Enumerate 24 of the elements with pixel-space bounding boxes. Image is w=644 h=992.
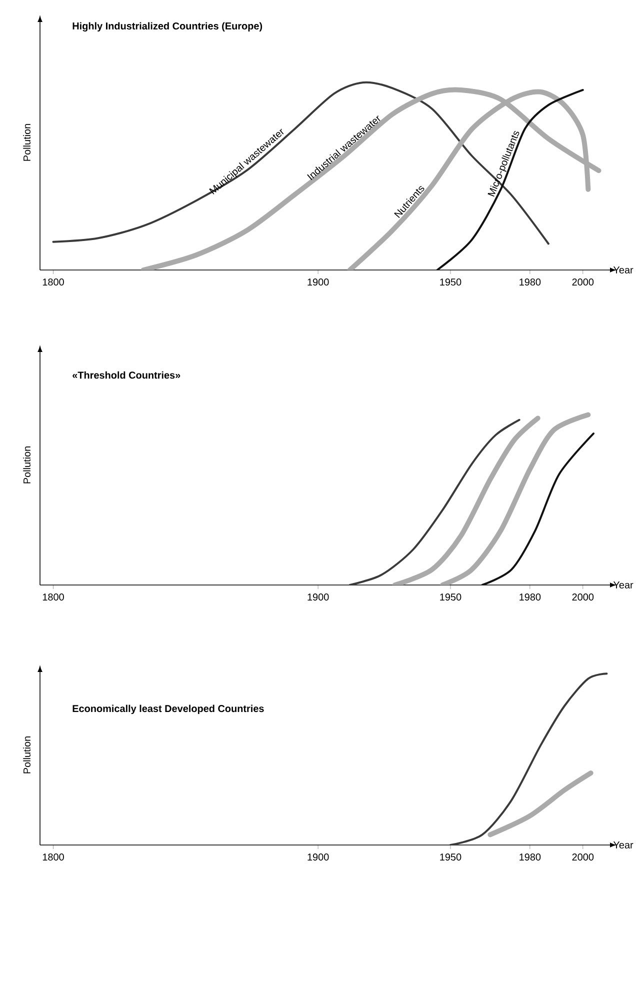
y-axis-title: Pollution bbox=[23, 124, 30, 161]
x-tick-label: 1900 bbox=[308, 594, 329, 601]
x-tick-label: 1950 bbox=[440, 854, 462, 861]
text: Economically least Developed Countries bbox=[72, 704, 264, 714]
x-tick-label: 2000 bbox=[572, 594, 594, 601]
x-axis-title: Year bbox=[613, 266, 634, 274]
x-axis-title: Year bbox=[613, 582, 634, 588]
x-tick-label: 1900 bbox=[308, 278, 329, 286]
chart-title: Highly Industrialized Countries (Europe) bbox=[72, 22, 262, 32]
x-tick-label: 2000 bbox=[572, 278, 594, 286]
y-axis-title: Pollution bbox=[23, 736, 30, 774]
x-tick-label: 1800 bbox=[42, 594, 64, 601]
x-tick-label: 1980 bbox=[520, 278, 541, 286]
x-tick-label: 1800 bbox=[42, 854, 64, 861]
chart-title: «Threshold Countries» bbox=[72, 371, 180, 379]
x-tick-label: 1980 bbox=[520, 854, 541, 861]
x-tick-label: 1980 bbox=[520, 594, 541, 601]
x-tick-label: 1950 bbox=[440, 594, 462, 601]
x-axis-title: Year bbox=[613, 842, 634, 848]
x-tick-label: 1800 bbox=[42, 278, 64, 286]
x-tick-label: 2000 bbox=[572, 854, 594, 861]
x-tick-label: 1950 bbox=[440, 278, 462, 286]
x-tick-label: 1900 bbox=[308, 854, 329, 861]
y-axis-title: Pollution bbox=[23, 446, 30, 484]
